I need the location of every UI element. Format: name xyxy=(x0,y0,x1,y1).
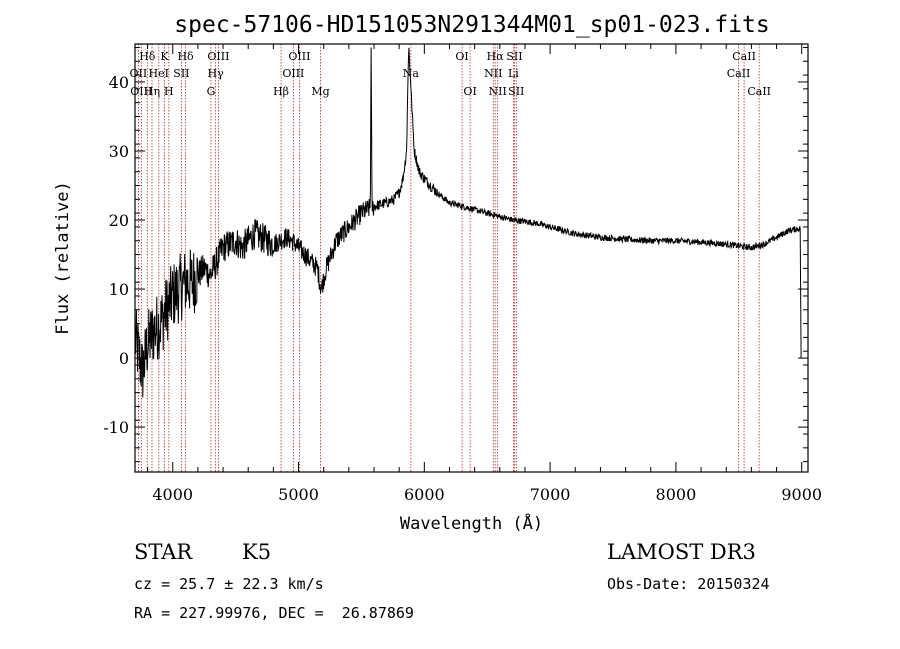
x-axis-label: Wavelength (Å) xyxy=(400,512,543,534)
spectral-subclass: K5 xyxy=(242,540,272,564)
spectral-line-label: OIII xyxy=(288,50,310,63)
x-tick-label: 5000 xyxy=(278,485,319,504)
x-tick-label: 7000 xyxy=(530,485,571,504)
spectral-line-label: Li xyxy=(508,67,519,80)
spectral-line-label: Hη xyxy=(144,85,160,98)
x-tick-label: 9000 xyxy=(781,485,822,504)
observation-date: Obs-Date: 20150324 xyxy=(607,575,770,593)
x-tick-label: 6000 xyxy=(404,485,445,504)
plot-frame xyxy=(134,43,809,473)
spectral-line-markers xyxy=(137,44,760,472)
spectral-line-label: OIII xyxy=(207,50,229,63)
spectral-line-label: CaII xyxy=(747,85,771,98)
spectral-line-label: Hβ xyxy=(273,85,289,98)
spectral-line-label: CaII xyxy=(732,50,756,63)
y-tick-label: -10 xyxy=(103,418,129,437)
spectral-line-label: Hδ xyxy=(139,50,156,63)
spectral-line-label: CaII xyxy=(727,67,751,80)
y-tick-label: 30 xyxy=(109,142,129,161)
spectral-line-label: Na xyxy=(403,67,420,80)
y-tick-label: 10 xyxy=(109,280,129,299)
spectral-line-label: G xyxy=(207,85,216,98)
redshift-value: cz = 25.7 ± 22.3 km/s xyxy=(134,575,324,593)
spectral-line-label: SII xyxy=(508,85,524,98)
spectral-line-label: Mg xyxy=(311,85,329,98)
object-type: STAR xyxy=(134,540,193,564)
y-tick-label: 40 xyxy=(109,73,129,92)
spectral-line-label: Hγ xyxy=(208,67,225,80)
spectrum-series-line xyxy=(134,47,802,398)
axis-ticks: 4000 5000 6000 7000 8000 9000 -10 0 10 20 30 40 xyxy=(103,44,822,504)
spectral-line-label: NII xyxy=(489,85,507,98)
spectral-line-label: HeI xyxy=(149,67,169,80)
y-tick-label: 0 xyxy=(119,349,129,368)
spectral-line-label: SII xyxy=(506,50,522,63)
coordinates: RA = 227.99976, DEC = 26.87869 xyxy=(134,604,414,622)
spectral-line-label: OI xyxy=(463,85,476,98)
spectral-line-label: Hα xyxy=(487,50,505,63)
chart-title: spec-57106-HD151053N291344M01_sp01-023.f… xyxy=(174,12,769,38)
spectral-line-label: OII xyxy=(130,67,148,80)
spectral-line-label: OIII xyxy=(130,85,152,98)
y-axis-label: Flux (relative) xyxy=(53,181,73,335)
spectral-line-labels: Hδ OII OIII K HeI Hη SII H Hδ OIII Hγ G Hβ OIII OIII Mg… xyxy=(130,50,771,98)
spectral-line-label: Hδ xyxy=(177,50,194,63)
spectral-line-label: K xyxy=(160,50,169,63)
spectral-line-label: SII xyxy=(173,67,189,80)
x-tick-label: 4000 xyxy=(152,485,193,504)
spectral-line-label: OIII xyxy=(282,67,304,80)
spectral-line-label: OI xyxy=(455,50,468,63)
x-tick-label: 8000 xyxy=(656,485,697,504)
spectral-line-label: H xyxy=(164,85,174,98)
y-tick-label: 20 xyxy=(109,211,129,230)
spectral-line-label: NII xyxy=(484,67,502,80)
survey-name: LAMOST DR3 xyxy=(607,540,756,564)
